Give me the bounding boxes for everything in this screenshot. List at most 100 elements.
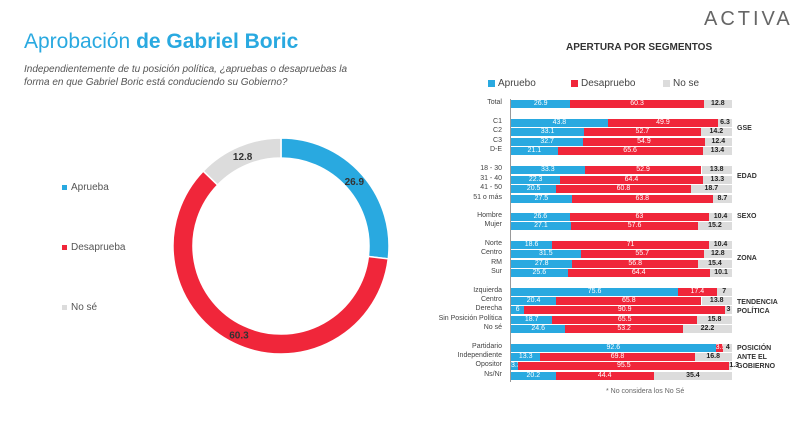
bar-segment-desapruebo: 63 bbox=[569, 213, 709, 221]
bar-segment-desapruebo: 60.3 bbox=[570, 100, 704, 108]
bar-segment-desapruebo: 64.4 bbox=[560, 176, 703, 184]
group-label: EDAD bbox=[737, 173, 757, 180]
donut-legend-item: No sé bbox=[62, 302, 97, 313]
row-label: Sur bbox=[491, 268, 502, 275]
bar-segment-apruebo: 3.3 bbox=[511, 362, 521, 370]
donut-legend-item: Aprueba bbox=[62, 182, 109, 193]
row-label: Opositor bbox=[475, 361, 502, 368]
donut-value-label: 26.9 bbox=[345, 177, 365, 188]
group-label: GSE bbox=[737, 125, 752, 132]
bar-segment-desapruebo: 60.8 bbox=[556, 185, 691, 193]
legend-label: Desapruebo bbox=[581, 78, 636, 89]
row-label: Mujer bbox=[484, 221, 502, 228]
row-label: 51 o más bbox=[473, 194, 502, 201]
bar-segment-apruebo: 18.7 bbox=[511, 316, 553, 324]
bar-legend-item: No se bbox=[663, 78, 699, 89]
row-label: C3 bbox=[493, 137, 502, 144]
bar-segment-no-se: 16.8 bbox=[694, 353, 732, 361]
bar-segment-no-se: 13.8 bbox=[701, 166, 732, 174]
bar-segment-desapruebo: 65.5 bbox=[552, 316, 698, 324]
bar-segment-desapruebo: 44.4 bbox=[555, 372, 654, 380]
legend-swatch bbox=[488, 80, 495, 87]
bar-segment-desapruebo: 65.8 bbox=[556, 297, 702, 305]
group-label: SEXO bbox=[737, 213, 757, 220]
bar-segment-apruebo: 20.2 bbox=[511, 372, 556, 380]
row-label: 18 - 30 bbox=[480, 165, 502, 172]
row-label: Independiente bbox=[457, 352, 502, 359]
bar-segment-desapruebo: 57.6 bbox=[570, 222, 699, 230]
legend-swatch bbox=[62, 244, 67, 250]
bar-segment-no-se: 12.4 bbox=[704, 138, 732, 146]
row-label: C1 bbox=[493, 118, 502, 125]
legend-label: Apruebo bbox=[498, 78, 536, 89]
bar-segment-desapruebo: 90.9 bbox=[524, 306, 726, 314]
bar-segment-no-se: 22.2 bbox=[682, 325, 732, 333]
row-label: C2 bbox=[493, 127, 502, 134]
row-label: Centro bbox=[480, 296, 502, 303]
bar-segment-no-se: 12.8 bbox=[703, 250, 732, 258]
row-label: Derecha bbox=[475, 305, 502, 312]
legend-swatch bbox=[663, 80, 670, 87]
group-label: TENDENCIA POLÍTICA bbox=[737, 299, 778, 315]
bar-segment-apruebo: 26.6 bbox=[511, 213, 570, 221]
bar-segment-desapruebo: 65.6 bbox=[557, 147, 703, 155]
row-label: D-E bbox=[489, 146, 502, 153]
row-label: Partidario bbox=[472, 343, 502, 350]
bar-legend-item: Apruebo bbox=[488, 78, 536, 89]
donut-value-label: 12.8 bbox=[233, 152, 253, 163]
bar-segment-apruebo: 25.6 bbox=[511, 269, 568, 277]
bar-segment-no-se: 7 bbox=[716, 288, 732, 296]
segments-title: APERTURA POR SEGMENTOS bbox=[566, 42, 713, 53]
bar-segment-no-se: 10.4 bbox=[709, 213, 732, 221]
bar-segment-no-se: 14.2 bbox=[700, 128, 732, 136]
bar-segment-apruebo: 27.8 bbox=[511, 260, 573, 268]
legend-swatch bbox=[62, 304, 67, 310]
bar-segment-no-se: 35.4 bbox=[653, 372, 732, 380]
bar-segment-desapruebo: 17.4 bbox=[678, 288, 717, 296]
bar-segment-desapruebo: 53.2 bbox=[565, 325, 683, 333]
row-label: Hombre bbox=[477, 212, 502, 219]
activa-logo: ACTIVA bbox=[704, 8, 793, 30]
question-subtitle: Independientemente de tu posición políti… bbox=[24, 64, 348, 88]
bar-segment-apruebo: 33.3 bbox=[511, 166, 585, 174]
bar-segment-desapruebo: 54.9 bbox=[583, 138, 705, 146]
footnote: * No considera los No Sé bbox=[606, 388, 685, 395]
group-label: POSICIÓN ANTE EL GOBIERNO bbox=[737, 345, 776, 370]
row-label: No sé bbox=[483, 324, 502, 331]
row-label: Izquierda bbox=[473, 287, 502, 294]
bar-segment-apruebo: 26.9 bbox=[511, 100, 571, 108]
bar-legend-item: Desapruebo bbox=[571, 78, 635, 89]
donut-slice-no-sé bbox=[202, 137, 282, 187]
bar-segment-desapruebo: 63.8 bbox=[571, 195, 713, 203]
donut-value-label: 60.3 bbox=[229, 331, 249, 342]
bar-segment-no-se: 13.4 bbox=[702, 147, 733, 155]
bar-segment-no-se: 3 bbox=[725, 306, 732, 314]
bar-segment-apruebo: 20.5 bbox=[511, 185, 557, 193]
bar-segment-desapruebo: 55.7 bbox=[580, 250, 704, 258]
legend-label: Aprueba bbox=[71, 182, 109, 193]
row-label: 41 - 50 bbox=[480, 184, 502, 191]
bar-segment-apruebo: 27.1 bbox=[511, 222, 571, 230]
bar-segment-apruebo: 13.3 bbox=[511, 353, 541, 361]
bar-segment-no-se: 15.2 bbox=[698, 222, 732, 230]
legend-label: No sé bbox=[71, 302, 98, 313]
bar-segment-apruebo: 21.1 bbox=[511, 147, 558, 155]
bar-segment-no-se: 18.7 bbox=[690, 185, 732, 193]
legend-swatch bbox=[571, 80, 578, 87]
bar-segment-no-se: 1.3 bbox=[729, 362, 740, 370]
title-prefix: Aprobación bbox=[24, 30, 137, 53]
row-label: Centro bbox=[480, 249, 502, 256]
bar-segment-no-se: 13.8 bbox=[701, 297, 732, 305]
bar-segment-desapruebo: 3.5 bbox=[715, 344, 726, 352]
row-label: Norte bbox=[484, 240, 502, 247]
bar-segment-desapruebo: 49.9 bbox=[607, 119, 719, 127]
bar-segment-apruebo: 20.4 bbox=[511, 297, 557, 305]
bar-segment-desapruebo: 69.8 bbox=[540, 353, 695, 361]
bar-segment-no-se: 10.1 bbox=[709, 269, 733, 277]
bar-segment-no-se: 4 bbox=[723, 344, 733, 352]
bar-segment-apruebo: 27.5 bbox=[511, 195, 572, 203]
bar-segment-apruebo: 18.6 bbox=[511, 241, 553, 249]
row-label: Ns/Nr bbox=[484, 371, 502, 378]
bar-segment-apruebo: 22.3 bbox=[511, 176, 561, 184]
bar-segment-desapruebo: 64.4 bbox=[567, 269, 710, 277]
